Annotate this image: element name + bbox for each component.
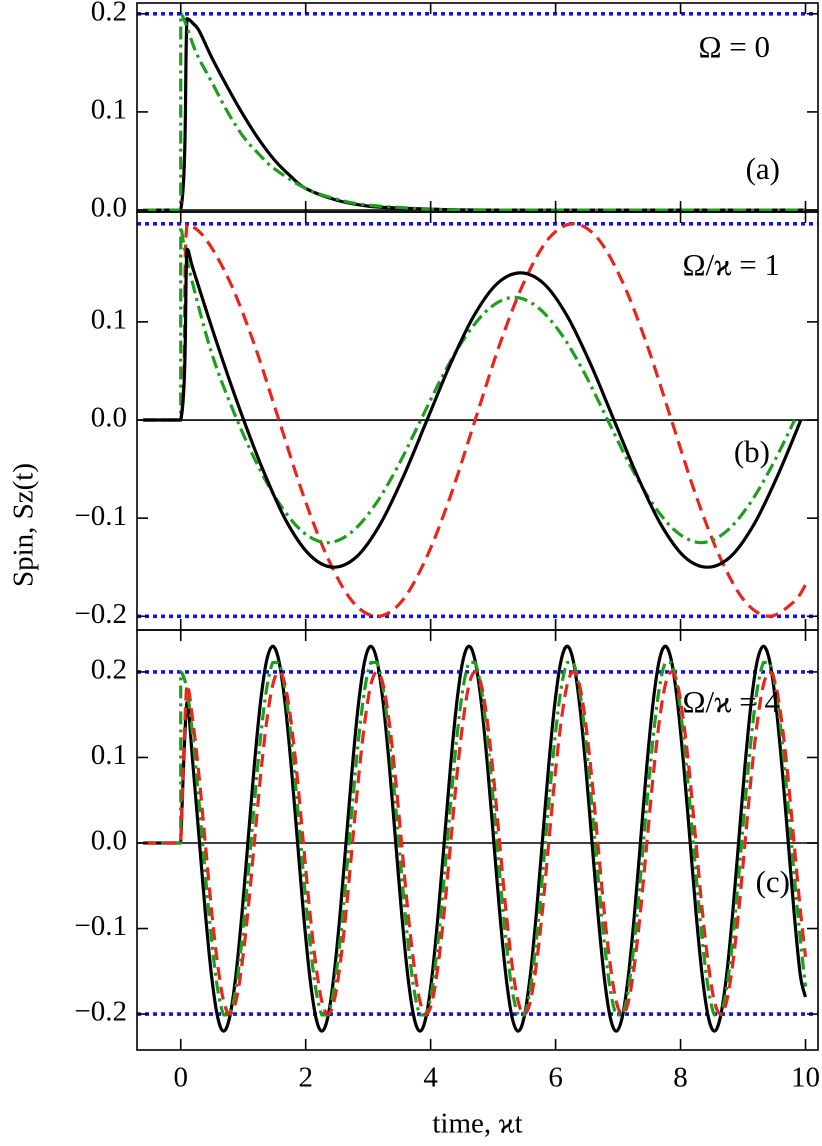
annotation: Ω = 0 [698,29,770,64]
y-tick-label: −0.1 [74,910,127,942]
y-tick-label: −0.2 [74,598,127,630]
x-tick-label: 0 [173,1062,188,1094]
plot-area [137,644,818,1033]
y-tick-label: 0.0 [91,192,127,224]
x-tick-label: 6 [548,1062,563,1094]
y-tick-label: 0.0 [91,402,127,434]
series-line [143,12,806,212]
series-line [143,225,797,545]
y-tick-label: −0.1 [74,500,127,532]
y-axis-label: Spin, Sz(t) [8,463,40,587]
y-tick-label: 0.2 [91,0,127,27]
panel: 0.0 0.1 0.2 Ω = 0 (a) [91,0,819,224]
y-tick-label: 0.1 [91,304,127,336]
y-tick-label: 0.0 [91,825,127,857]
series-line [143,660,808,1017]
x-axis-label: time, ϰt [432,1108,522,1140]
plot-area [137,221,818,619]
x-tick-label: 10 [791,1062,820,1094]
annotation: Ω/ϰ = 1 [683,247,781,282]
y-tick-label: 0.1 [91,739,127,771]
x-tick-label: 2 [298,1062,313,1094]
series-line [143,670,808,1016]
annotation: Ω/ϰ = 4 [683,684,781,719]
panel: −0.2 −0.1 0.0 0.1 0.2 0 2 4 6 8 10 Ω/ϰ = 4 (c) time, … [74,629,820,1140]
axes-frame [136,629,819,1051]
y-tick-label: −0.2 [74,996,127,1028]
series-line [143,222,807,618]
x-tick-label: 4 [423,1062,438,1094]
y-tick-label: 0.2 [91,654,127,686]
x-tick-label: 8 [673,1062,688,1094]
series-line [143,247,803,569]
y-tick-label: 0.1 [91,94,127,126]
annotation: (b) [734,434,770,469]
annotation: (c) [756,864,790,899]
panel: −0.2 −0.1 0.0 0.1 Ω/ϰ = 1 (b) Spin, Sz(t) [8,211,819,631]
series-line [143,644,808,1033]
annotation: (a) [746,151,780,186]
